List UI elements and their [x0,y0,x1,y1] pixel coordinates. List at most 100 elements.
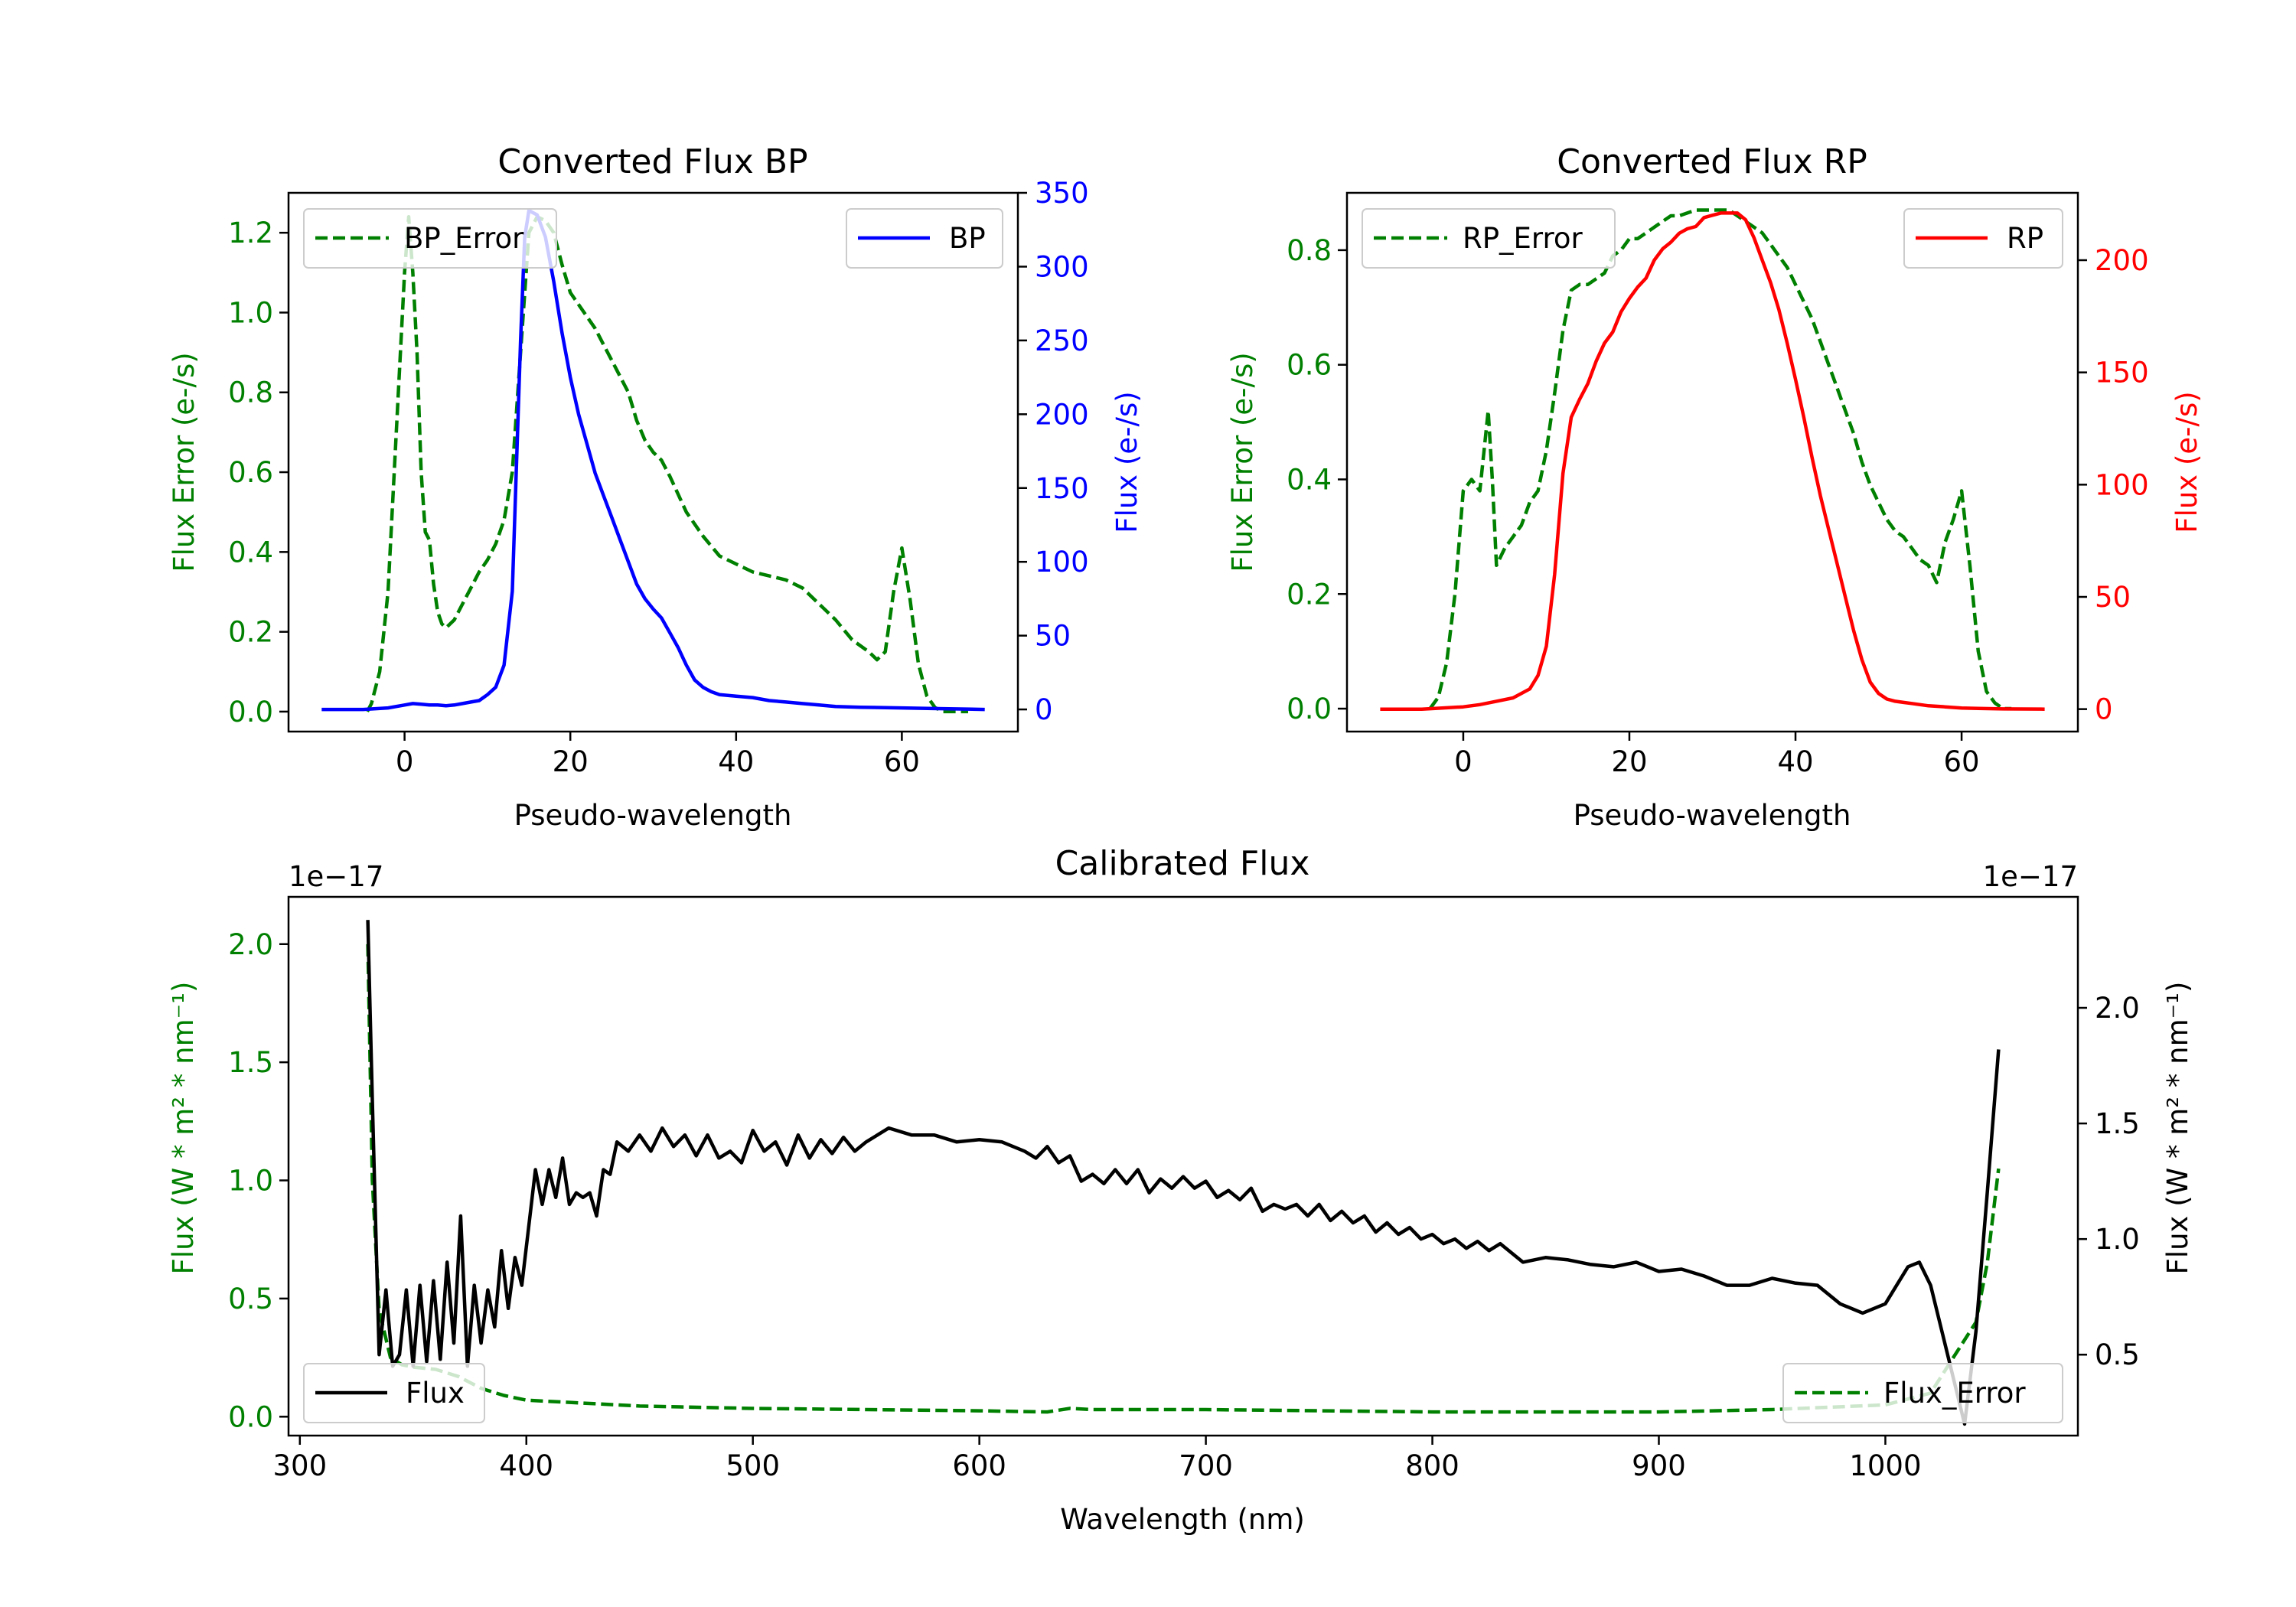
left-y-tick-label: 0.8 [1287,234,1332,267]
left-y-tick-label: 0.6 [228,456,273,489]
chart-bp-left-y-ticks: 0.0 0.2 0.4 0.6 0.8 1.0 1.2 [228,217,289,729]
chart-rp-right-y-ticks: 0 50 100 150 200 [2078,244,2149,726]
left-y-tick-label: 0.2 [1287,578,1332,611]
series-line-rp-error [1428,208,2012,711]
chart-bp-x-ticks: 0 20 40 60 [396,732,920,778]
chart-calibrated-legend-flux-label: Flux [406,1377,465,1410]
chart-bp: Converted Flux BP 0 20 40 60 0.00.20.40.60.… [168,142,1143,832]
x-tick-label: 40 [718,745,754,778]
x-tick-label: 500 [726,1449,780,1482]
left-y-tick-label: 1.5 [228,1046,273,1079]
x-tick-label: 0 [1454,745,1473,778]
chart-rp-x-ticks: 0 20 40 60 [1454,732,1980,778]
x-tick-label: 20 [553,745,589,778]
chart-calibrated-x-label: Wavelength (nm) [1060,1503,1305,1536]
left-y-tick-label: 1.2 [228,217,273,249]
x-tick-label: 40 [1777,745,1813,778]
chart-calibrated-legend-flux: Flux [303,1363,485,1423]
chart-calibrated-right-offset: 1e−17 [1983,860,2078,893]
left-y-tick-label: 0.0 [228,696,273,729]
right-y-tick-label: 150 [1035,472,1089,505]
right-y-tick-label: 100 [2095,468,2149,501]
chart-rp-legend-flux: RP [1903,208,2063,269]
right-y-tick-label: 150 [2095,357,2149,390]
chart-calibrated-left-y-ticks: 0.0 0.5 1.0 1.5 2.0 [228,928,289,1433]
chart-bp-legend-error: BP_Error [303,208,557,269]
series-line-bp-error [365,215,968,714]
chart-rp-legend-flux-label: RP [2007,222,2043,255]
x-tick-label: 400 [499,1449,553,1482]
x-tick-label: 800 [1405,1449,1459,1482]
chart-bp-left-y-label: Flux Error (e-/s) [168,352,201,572]
chart-rp-legend-error: RP_Error [1362,208,1616,269]
right-y-tick-label: 50 [1035,620,1071,653]
chart-calibrated-left-y-label: Flux (W * m² * nm⁻¹) [167,982,200,1275]
series-line-flux [366,920,2001,1426]
left-y-tick-label: 0.4 [1287,463,1332,496]
chart-bp-title: Converted Flux BP [497,142,807,181]
right-y-tick-label: 250 [1035,324,1089,357]
chart-calibrated-right-y-label: Flux (W * m² * nm⁻¹) [2161,982,2194,1275]
chart-bp-legend-flux-label: BP [949,222,986,255]
chart-rp-right-y-label: Flux (e-/s) [2170,391,2203,533]
chart-rp: Converted Flux RP 0 20 40 60 0.00.20.40.60.… [1226,142,2203,832]
chart-bp-right-y-ticks: 0 50 100 150 200 250 300 350 [1018,177,1089,726]
x-tick-label: 20 [1611,745,1647,778]
chart-bp-right-y-label: Flux (e-/s) [1110,391,1143,533]
x-tick-label: 900 [1632,1449,1686,1482]
chart-rp-left-y-label: Flux Error (e-/s) [1226,352,1259,572]
left-y-tick-label: 1.0 [228,1165,273,1198]
x-tick-label: 60 [884,745,920,778]
left-y-tick-label: 0.4 [228,536,273,569]
x-tick-label: 0 [396,745,414,778]
chart-bp-x-label: Pseudo-wavelength [514,799,792,832]
x-tick-label: 300 [272,1449,327,1482]
right-y-tick-label: 0 [1035,693,1053,726]
series-line-bp [321,208,985,712]
left-y-tick-label: 0.5 [228,1283,273,1315]
chart-calibrated-right-y-ticks: 0.5 1.0 1.5 2.0 [2078,992,2140,1371]
right-y-tick-label: 350 [1035,177,1089,210]
right-y-tick-label: 0.5 [2095,1338,2140,1371]
chart-calibrated-frame [287,895,2079,1437]
chart-calibrated-title: Calibrated Flux [1055,844,1310,883]
chart-rp-left-y-ticks: 0.0 0.2 0.4 0.6 0.8 [1287,234,1347,725]
left-y-tick-label: 0.0 [1287,693,1332,725]
right-y-tick-label: 2.0 [2095,992,2140,1025]
right-y-tick-label: 200 [2095,244,2149,277]
chart-calibrated-legend-error: Flux_Error [1782,1363,2063,1423]
right-y-tick-label: 1.0 [2095,1223,2140,1256]
series-line-flux-error [366,944,2001,1414]
chart-rp-legend-error-label: RP_Error [1463,222,1583,255]
chart-rp-x-label: Pseudo-wavelength [1574,799,1851,832]
x-tick-label: 700 [1179,1449,1233,1482]
chart-bp-plot-area [321,208,985,714]
right-y-tick-label: 100 [1035,546,1089,579]
left-y-tick-label: 1.0 [228,296,273,329]
chart-calibrated-left-offset: 1e−17 [289,860,383,893]
x-tick-label: 1000 [1849,1449,1921,1482]
chart-calibrated: Calibrated Flux 300 400 500 600 700 800 900 100… [167,844,2194,1536]
left-y-tick-label: 2.0 [228,928,273,961]
right-y-tick-label: 0 [2095,693,2113,726]
series-line-rp [1380,211,2045,711]
chart-rp-title: Converted Flux RP [1557,142,1867,181]
x-tick-label: 600 [952,1449,1006,1482]
chart-calibrated-plot-area [366,920,2001,1426]
chart-rp-frame [1345,191,2079,733]
chart-calibrated-x-ticks: 300 400 500 600 700 800 900 1000 [272,1436,1922,1482]
right-y-tick-label: 50 [2095,581,2131,614]
right-y-tick-label: 1.5 [2095,1107,2140,1140]
x-tick-label: 60 [1944,745,1980,778]
chart-bp-legend-error-label: BP_Error [404,222,524,255]
chart-bp-frame [287,191,1019,733]
right-y-tick-label: 300 [1035,250,1089,283]
left-y-tick-label: 0.2 [228,616,273,649]
left-y-tick-label: 0.8 [228,376,273,409]
chart-calibrated-legend-error-label: Flux_Error [1883,1377,2026,1410]
chart-rp-plot-area [1380,208,2045,711]
left-y-tick-label: 0.0 [228,1400,273,1433]
chart-bp-legend-flux: BP [846,208,1003,269]
right-y-tick-label: 200 [1035,398,1089,431]
